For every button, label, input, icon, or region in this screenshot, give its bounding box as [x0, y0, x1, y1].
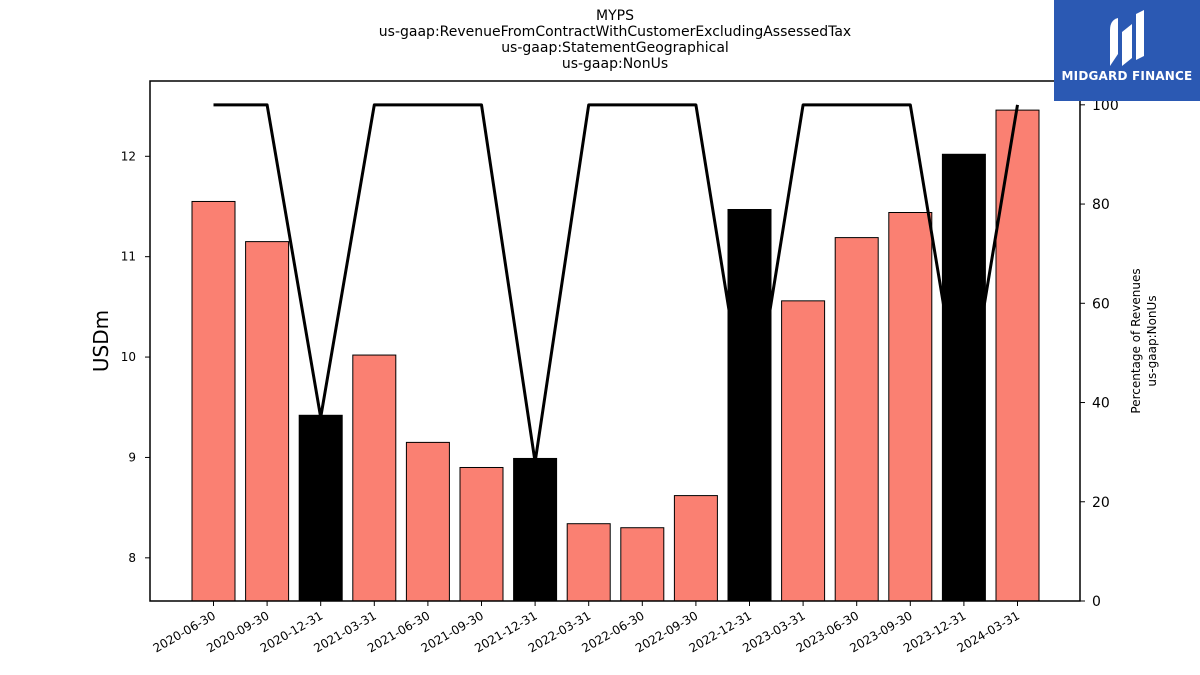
y2-tick-label: 100: [1092, 98, 1119, 114]
y2-axis-label-line: Percentage of Revenues: [1129, 268, 1143, 413]
bar: [191, 200, 236, 602]
y-tick-label: 8: [128, 551, 136, 565]
chart-title: MYPSus-gaap:RevenueFromContractWithCusto…: [379, 8, 851, 72]
bars-group: [191, 109, 1040, 602]
y2-tick-label: 0: [1092, 594, 1101, 610]
chart-title-line: us-gaap:RevenueFromContractWithCustomerE…: [379, 24, 851, 40]
y-axis-label: USDm: [89, 310, 113, 372]
bar: [352, 354, 397, 602]
bar: [513, 457, 558, 602]
y2-axis-label: Percentage of Revenues us-gaap:NonUs: [1129, 268, 1159, 413]
bar: [298, 414, 343, 602]
bar: [405, 441, 450, 602]
bar: [995, 109, 1040, 602]
chart-title-line: us-gaap:NonUs: [562, 56, 668, 72]
company-logo: MIDGARD FINANCE: [1054, 0, 1200, 101]
bar: [888, 212, 933, 602]
y2-tick-label: 60: [1092, 296, 1110, 312]
y-tick-label: 10: [121, 350, 136, 364]
y-tick-label: 9: [128, 450, 136, 464]
chart-title-line: us-gaap:StatementGeographical: [501, 40, 729, 56]
logo-mark-icon: [1110, 10, 1144, 66]
bar: [459, 466, 504, 602]
bar: [620, 527, 665, 602]
chart-title-line: MYPS: [596, 8, 634, 24]
x-axis: 2020-06-302020-09-302020-12-312021-03-31…: [151, 601, 1022, 655]
bar: [781, 300, 826, 602]
bar: [673, 495, 718, 602]
y2-axis-label-line: us-gaap:NonUs: [1145, 295, 1159, 386]
bar: [566, 523, 611, 602]
percentage-line: [213, 103, 1019, 464]
y2-tick-label: 80: [1092, 197, 1110, 213]
y-tick-label: 12: [121, 149, 136, 163]
bar: [941, 153, 986, 602]
y2-tick-label: 20: [1092, 495, 1110, 511]
bar: [245, 241, 290, 602]
y-axis-left: 8 9 10 11 12: [121, 149, 150, 565]
plot-frame: [149, 80, 1081, 602]
logo-text: MIDGARD FINANCE: [1061, 69, 1193, 83]
line-group: [213, 103, 1019, 464]
y-tick-label: 11: [121, 250, 136, 264]
y2-tick-label: 40: [1092, 396, 1110, 412]
bar: [834, 237, 879, 602]
bar: [727, 208, 772, 602]
y-axis-right: 0 20 40 60 80 100: [1080, 98, 1119, 610]
